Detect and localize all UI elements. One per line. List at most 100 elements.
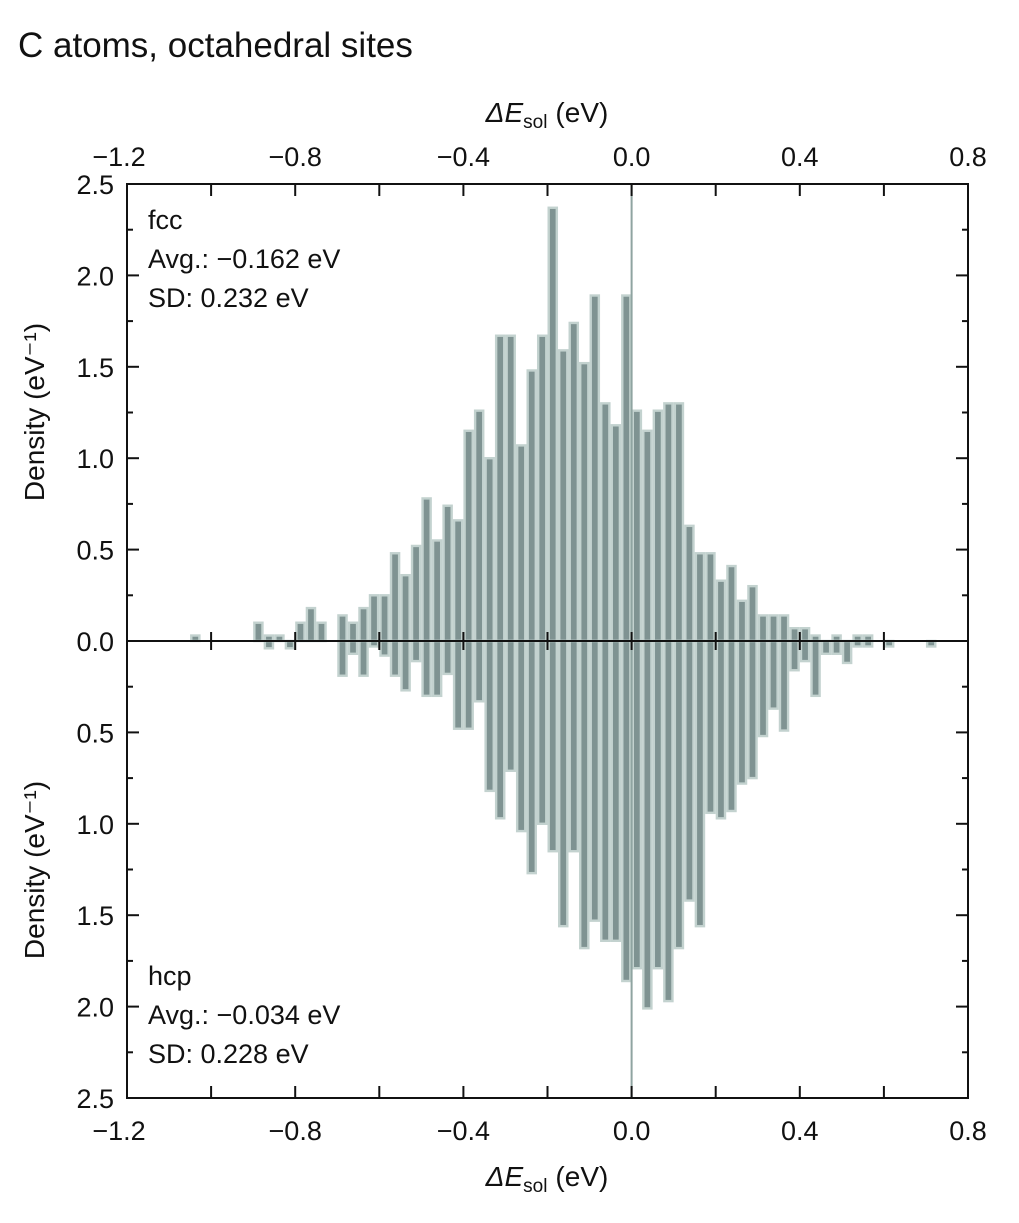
x-axis-label-top: ΔEsol (eV) (485, 97, 609, 133)
y-tick-label-bottom: 0.5 (76, 718, 114, 748)
fcc-bar (295, 621, 306, 643)
fcc-bar (610, 424, 622, 643)
hcp-average: Avg.: −0.034 eV (148, 1000, 340, 1030)
y-tick-label-top: 2.0 (76, 261, 114, 291)
hcp-label: hcp (148, 961, 192, 991)
hcp-bar (610, 639, 622, 942)
hcp-bar (463, 639, 474, 730)
fcc-bar (600, 402, 611, 643)
hcp-bar (452, 639, 464, 730)
hcp-bar (831, 639, 842, 655)
x-tick-label-top: −1.2 (92, 142, 145, 172)
fcc-sd: SD: 0.232 eV (148, 283, 309, 313)
hcp-bar (726, 639, 737, 813)
hcp-bar (810, 639, 821, 698)
hcp-bar (789, 639, 800, 672)
x-tick-label-bottom: −0.8 (269, 1116, 322, 1146)
fcc-bar (379, 594, 390, 643)
fcc-bar (768, 614, 779, 643)
x-tick-label-top: −0.8 (269, 142, 322, 172)
x-tick-label-bottom: −0.4 (437, 1116, 490, 1146)
fcc-bar (547, 206, 559, 643)
hcp-bar (799, 639, 811, 663)
hcp-bar (284, 639, 296, 650)
fcc-bar (358, 606, 369, 643)
fcc-bar (726, 564, 737, 643)
hcp-bar (337, 639, 348, 677)
hcp-bar (263, 639, 275, 650)
hcp-bar (547, 639, 559, 853)
y-axis-label-top: Density (eV⁻¹) (19, 323, 50, 501)
hcp-bar (715, 639, 727, 820)
y-tick-label-bottom: 2.5 (76, 1084, 114, 1114)
fcc-bar (652, 409, 664, 643)
hcp-bar (600, 639, 611, 942)
fcc-bar (442, 504, 453, 643)
hcp-bar (841, 639, 853, 665)
hcp-bar (473, 639, 485, 703)
bars-group (190, 206, 937, 1010)
hcp-bar (400, 639, 411, 692)
hcp-sd: SD: 0.228 eV (148, 1039, 309, 1069)
fcc-bar (316, 621, 327, 643)
fcc-bar (253, 621, 264, 643)
chart-title: C atoms, octahedral sites (18, 26, 413, 65)
x-tick-label-bottom: 0.4 (781, 1116, 819, 1146)
fcc-bar (463, 429, 474, 643)
hcp-bar (410, 639, 422, 663)
fcc-bar (715, 579, 727, 643)
hcp-bar (631, 639, 643, 970)
fcc-bar (368, 594, 380, 643)
hcp-bar (347, 639, 359, 655)
fcc-bar (526, 369, 537, 643)
y-tick-label-top: 1.5 (76, 353, 114, 383)
fcc-bar (431, 539, 443, 643)
fcc-bar (579, 361, 590, 643)
fcc-bar (494, 334, 506, 643)
hcp-bar (389, 639, 401, 677)
fcc-bar (778, 614, 790, 643)
fcc-bar (631, 409, 643, 643)
fcc-bar (558, 349, 569, 643)
hcp-bar (747, 639, 758, 780)
fcc-bar (473, 409, 485, 643)
fcc-bar (400, 573, 411, 643)
hcp-bar (442, 639, 453, 676)
fcc-bar (568, 321, 580, 643)
hcp-bar (558, 639, 569, 928)
plot-frame (126, 183, 969, 1099)
fcc-bar (452, 519, 464, 643)
fcc-bar (305, 606, 317, 643)
fcc-bar (663, 402, 674, 643)
hcp-bar (820, 639, 832, 655)
fcc-bar (505, 334, 516, 643)
x-tick-label-bottom: 0.0 (613, 1116, 651, 1146)
y-tick-label-top: 0.5 (76, 536, 114, 566)
hcp-bar (673, 639, 685, 950)
x-axis-label-bottom: ΔEsol (eV) (485, 1161, 609, 1197)
hcp-bar (484, 639, 495, 793)
fcc-bar (799, 627, 811, 643)
x-tick-label-top: 0.4 (781, 142, 819, 172)
fcc-bar (389, 552, 401, 643)
y-tick-label-top: 2.5 (76, 170, 114, 200)
hcp-bar (778, 639, 790, 732)
hcp-bar (579, 639, 590, 950)
fcc-bar (705, 552, 716, 643)
fcc-bar (789, 627, 800, 643)
hcp-bar (431, 639, 443, 698)
x-tick-label-bottom: −1.2 (92, 1116, 145, 1146)
fcc-bar (410, 544, 422, 643)
hcp-bar (642, 639, 653, 1010)
fcc-bar (694, 552, 706, 643)
hcp-bar (526, 639, 537, 875)
hcp-bar (684, 639, 695, 902)
hcp-bar (694, 639, 706, 928)
fcc-bar (421, 497, 432, 643)
hcp-bar (494, 639, 506, 820)
fcc-bar (484, 457, 495, 643)
x-tick-label-top: 0.8 (949, 142, 987, 172)
y-axis-label-bottom: Density (eV⁻¹) (19, 781, 50, 959)
fcc-average: Avg.: −0.162 eV (148, 244, 340, 274)
